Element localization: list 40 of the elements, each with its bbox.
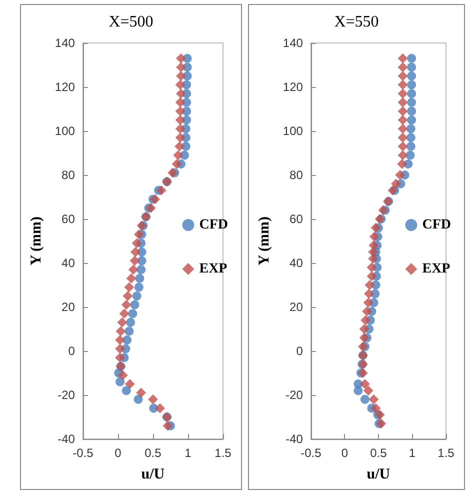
x-tick-label: -0.5 — [72, 446, 94, 460]
x-tick-label: 0.5 — [370, 446, 388, 460]
y-axis-title: Y (mm) — [28, 216, 44, 266]
y-tick-label: -40 — [286, 432, 304, 446]
y-tick-label: 120 — [282, 80, 304, 94]
y-tick-label: 40 — [62, 256, 76, 270]
legend-label: EXP — [422, 262, 451, 276]
x-tick-label: 1.5 — [438, 446, 455, 460]
x-tick-label: 0 — [341, 446, 348, 460]
x-axis-title: u/U — [366, 466, 390, 482]
y-tick-label: 60 — [290, 212, 304, 226]
y-tick-label: -40 — [58, 432, 76, 446]
chart-title: X=500 — [108, 14, 154, 30]
y-tick-label: 80 — [290, 168, 304, 182]
x-tick-label: 0.5 — [144, 446, 162, 460]
x-tick-label: 1 — [408, 446, 416, 460]
y-tick-label: 100 — [54, 124, 76, 138]
y-axis-title: Y (mm) — [256, 216, 272, 266]
y-tick-label: 60 — [62, 212, 76, 226]
y-tick-label: 0 — [68, 344, 76, 358]
x-tick-label: 1.5 — [214, 446, 232, 460]
y-tick-label: 140 — [54, 36, 76, 50]
legend-label: CFD — [422, 218, 452, 232]
y-tick-label: 20 — [62, 300, 76, 314]
y-tick-label: -20 — [58, 388, 76, 402]
y-tick-label: 40 — [290, 256, 304, 270]
y-tick-label: 120 — [54, 80, 76, 94]
x-tick-label: 0 — [114, 446, 122, 460]
y-tick-label: 140 — [282, 36, 304, 50]
x-axis-title: u/U — [141, 466, 165, 482]
legend-label: EXP — [199, 262, 228, 276]
legend-label: CFD — [199, 218, 228, 232]
chart-title: X=550 — [334, 14, 379, 30]
y-tick-label: 20 — [290, 300, 304, 314]
y-tick-label: 100 — [282, 124, 304, 138]
y-tick-label: 0 — [296, 344, 304, 358]
y-tick-label: 80 — [62, 168, 76, 182]
x-tick-label: 1 — [184, 446, 192, 460]
x-tick-label: -0.5 — [300, 446, 322, 460]
y-tick-label: -20 — [286, 388, 304, 402]
